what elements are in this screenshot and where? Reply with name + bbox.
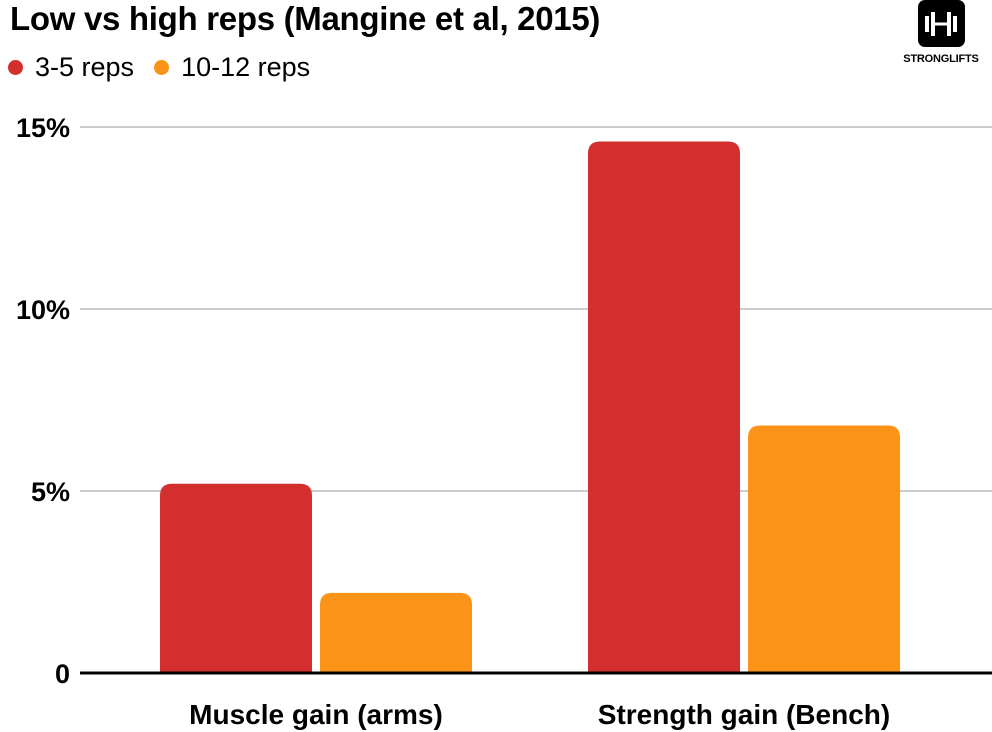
y-tick-label: 5% xyxy=(31,477,70,507)
legend-item-series-2: 10-12 reps xyxy=(154,52,310,83)
barbell-icon xyxy=(917,0,965,47)
legend-label-series-1: 3-5 reps xyxy=(35,52,135,82)
y-tick-label: 10% xyxy=(16,295,70,325)
y-tick-label: 15% xyxy=(16,113,70,143)
x-category-label: Strength gain (Bench) xyxy=(598,699,890,730)
y-axis-ticks: 0 5% 10% 15% xyxy=(16,113,70,689)
brand-name: STRONGLIFTS xyxy=(903,53,979,65)
legend: 3-5 reps 10-12 reps xyxy=(8,52,330,83)
bar-2-2 xyxy=(748,425,900,673)
bar-1-2 xyxy=(588,141,740,673)
y-tick-label: 0 xyxy=(55,659,70,689)
bar-1-1 xyxy=(160,483,312,673)
legend-swatch-series-2 xyxy=(154,60,170,75)
bars xyxy=(160,141,900,673)
legend-item-series-1: 3-5 reps xyxy=(8,52,134,83)
legend-label-series-2: 10-12 reps xyxy=(181,52,311,82)
bar-2-1 xyxy=(320,592,472,673)
x-category-label: Muscle gain (arms) xyxy=(189,699,443,730)
legend-swatch-series-1 xyxy=(8,60,23,75)
brand-logo: STRONGLIFTS xyxy=(896,0,986,65)
chart-title: Low vs high reps (Mangine et al, 2015) xyxy=(10,0,601,37)
x-axis-labels: Muscle gain (arms) Strength gain (Bench) xyxy=(189,699,890,730)
